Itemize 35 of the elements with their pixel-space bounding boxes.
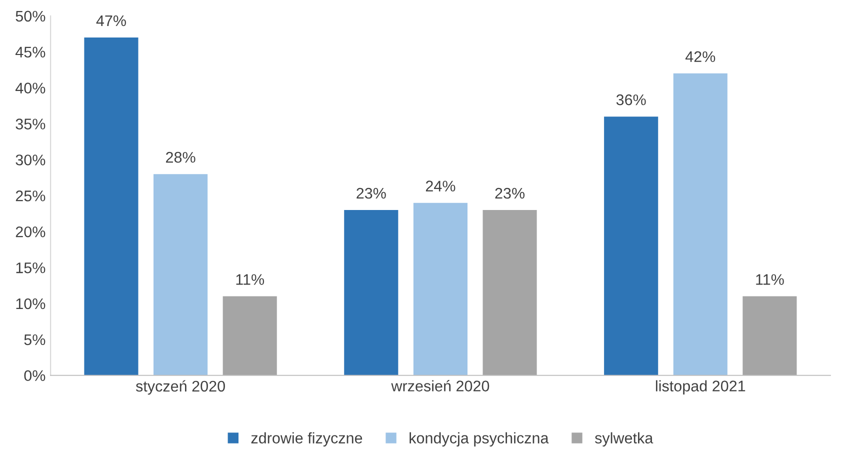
y-tick-label: 50% xyxy=(16,10,46,22)
y-tick-label: 0% xyxy=(24,370,46,382)
legend-label: sylwetka xyxy=(594,432,654,446)
y-tick-label: 25% xyxy=(16,190,46,202)
data-label: 11% xyxy=(236,274,264,285)
y-tick-label: 5% xyxy=(24,334,46,346)
data-label: 24% xyxy=(426,180,456,192)
bar xyxy=(482,210,537,376)
bar xyxy=(413,202,468,376)
bar xyxy=(222,296,277,376)
y-tick-label: 20% xyxy=(16,226,46,238)
bar xyxy=(604,116,658,376)
legend-label: kondycja psychiczna xyxy=(410,432,549,446)
data-label: 36% xyxy=(616,94,646,106)
y-tick-label: 45% xyxy=(15,46,46,58)
x-tick-label: styczeń 2020 xyxy=(136,380,225,395)
data-label: 23% xyxy=(495,188,525,199)
data-label: 28% xyxy=(166,152,196,163)
data-label: 11% xyxy=(756,274,784,285)
y-tick-label: 30% xyxy=(16,154,46,166)
bar xyxy=(154,174,208,376)
data-label: 47% xyxy=(96,15,126,26)
bar xyxy=(673,73,728,376)
y-tick-label: 15% xyxy=(16,262,46,274)
bar xyxy=(742,296,797,376)
y-tick-label: 35% xyxy=(16,118,46,130)
y-tick-label: 10% xyxy=(16,298,46,310)
bar xyxy=(84,37,138,376)
y-tick-label: 40% xyxy=(15,82,46,94)
data-label: 42% xyxy=(685,51,716,62)
x-tick-label: wrzesień 2020 xyxy=(391,380,490,392)
legend-label: zdrowie fizyczne xyxy=(251,432,362,446)
x-tick-label: listopad 2021 xyxy=(656,380,746,394)
data-label: 23% xyxy=(356,188,386,199)
bar xyxy=(344,210,398,376)
